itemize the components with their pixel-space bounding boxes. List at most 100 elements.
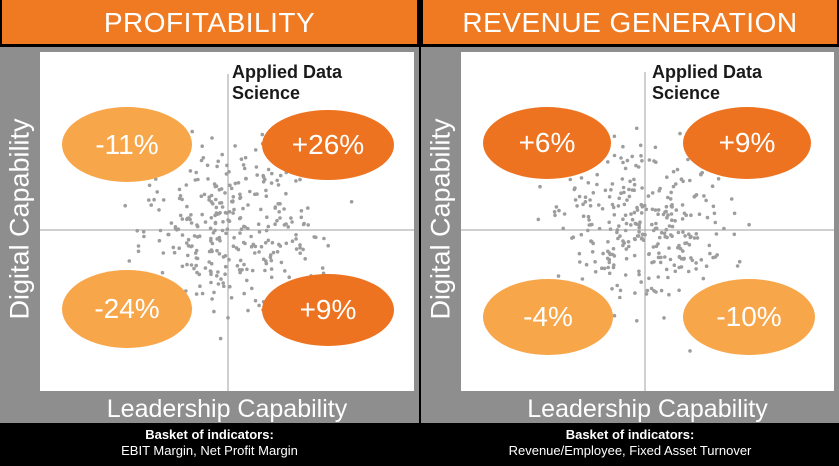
- scatter-point: [198, 284, 202, 288]
- scatter-point: [214, 205, 219, 210]
- scatter-point: [671, 184, 676, 189]
- scatter-point: [298, 177, 302, 182]
- scatter-point: [253, 244, 258, 249]
- scatter-point: [215, 164, 219, 169]
- scatter-point: [230, 200, 235, 204]
- scatter-point: [248, 189, 252, 194]
- scatter-point: [250, 286, 254, 291]
- scatter-point: [225, 163, 229, 168]
- scatter-point: [189, 221, 194, 225]
- scatter-point: [306, 206, 310, 210]
- scatter-point: [683, 234, 687, 238]
- scatter-point: [177, 187, 182, 192]
- scatter-point: [259, 244, 264, 249]
- quadrant-title: Applied Data Science: [232, 62, 343, 103]
- scatter-point: [608, 252, 612, 257]
- scatter-point: [624, 221, 629, 226]
- scatter-point: [192, 266, 196, 271]
- scatter-point: [642, 203, 647, 208]
- scatter-point: [200, 291, 205, 296]
- scatter-point: [654, 226, 659, 231]
- scatter-point: [583, 195, 588, 199]
- scatter-point: [184, 183, 189, 187]
- scatter-point: [552, 210, 557, 214]
- scatter-point: [705, 215, 710, 220]
- scatter-point: [597, 203, 601, 207]
- scatter-point: [209, 193, 214, 198]
- scatter-point: [586, 228, 590, 233]
- scatter-point: [186, 244, 191, 248]
- profitability-panel: PROFITABILITY Digital Capability Applied…: [0, 0, 419, 466]
- scatter-point: [668, 197, 673, 201]
- scatter-point: [640, 159, 644, 163]
- scatter-point: [699, 258, 704, 262]
- scatter-point: [664, 209, 668, 214]
- scatter-point: [634, 222, 639, 226]
- scatter-point: [212, 290, 216, 295]
- scatter-point: [202, 192, 207, 197]
- scatter-point: [637, 223, 641, 227]
- scatter-point: [201, 156, 206, 160]
- scatter-point: [579, 232, 584, 237]
- scatter-point: [220, 205, 225, 209]
- scatter-point: [732, 211, 737, 216]
- scatter-point: [649, 286, 654, 291]
- scatter-point: [225, 211, 229, 215]
- scatter-point: [229, 296, 234, 300]
- scatter-point: [194, 292, 199, 296]
- scatter-point: [298, 245, 302, 250]
- scatter-point: [627, 194, 632, 199]
- scatter-point: [616, 204, 621, 208]
- panel-banner: REVENUE GENERATION: [423, 0, 837, 44]
- scatter-point: [688, 178, 692, 183]
- scatter-point: [612, 153, 617, 158]
- scatter-point: [268, 253, 273, 257]
- scatter-point: [157, 238, 162, 243]
- scatter-point: [577, 251, 582, 256]
- scatter-point: [246, 203, 250, 207]
- scatter-point: [664, 267, 669, 272]
- scatter-point: [615, 230, 619, 235]
- scatter-point: [279, 260, 284, 265]
- scatter-point: [152, 197, 156, 202]
- scatter-point: [261, 180, 266, 184]
- scatter-point: [606, 265, 610, 270]
- scatter-point: [665, 215, 669, 220]
- scatter-point: [634, 163, 638, 168]
- scatter-point: [684, 241, 689, 245]
- scatter-point: [639, 202, 644, 207]
- scatter-point: [609, 188, 613, 192]
- scatter-point: [294, 247, 299, 251]
- scatter-point: [185, 204, 189, 209]
- scatter-point: [538, 184, 542, 189]
- quadrant-bottom-right-value: +9%: [262, 274, 394, 346]
- scatter-point: [658, 260, 663, 265]
- scatter-point: [611, 246, 616, 251]
- scatter-point: [662, 231, 667, 236]
- scatter-point: [591, 191, 596, 195]
- scatter-point: [593, 270, 598, 274]
- scatter-point: [737, 259, 742, 264]
- scatter-point: [663, 255, 667, 259]
- scatter-point: [625, 158, 630, 163]
- scatter-point: [712, 211, 717, 216]
- panel-banner: PROFITABILITY: [2, 0, 417, 44]
- scatter-point: [147, 183, 152, 188]
- scatter-point: [242, 291, 246, 296]
- scatter-point: [257, 303, 261, 308]
- scatter-point: [246, 308, 250, 313]
- scatter-point: [687, 243, 692, 247]
- scatter-point: [656, 255, 661, 260]
- scatter-point: [639, 280, 643, 284]
- scatter-point: [584, 262, 589, 267]
- scatter-point: [689, 213, 693, 217]
- scatter-point: [261, 175, 266, 179]
- scatter-point: [302, 221, 306, 226]
- scatter-point: [253, 298, 258, 303]
- scatter-point: [659, 288, 664, 293]
- quadrant-top-right-value: +9%: [683, 107, 811, 179]
- quadrant-top-right-value: +26%: [262, 110, 394, 180]
- scatter-point: [579, 176, 584, 180]
- scatter-point: [216, 270, 220, 274]
- scatter-point: [186, 253, 190, 258]
